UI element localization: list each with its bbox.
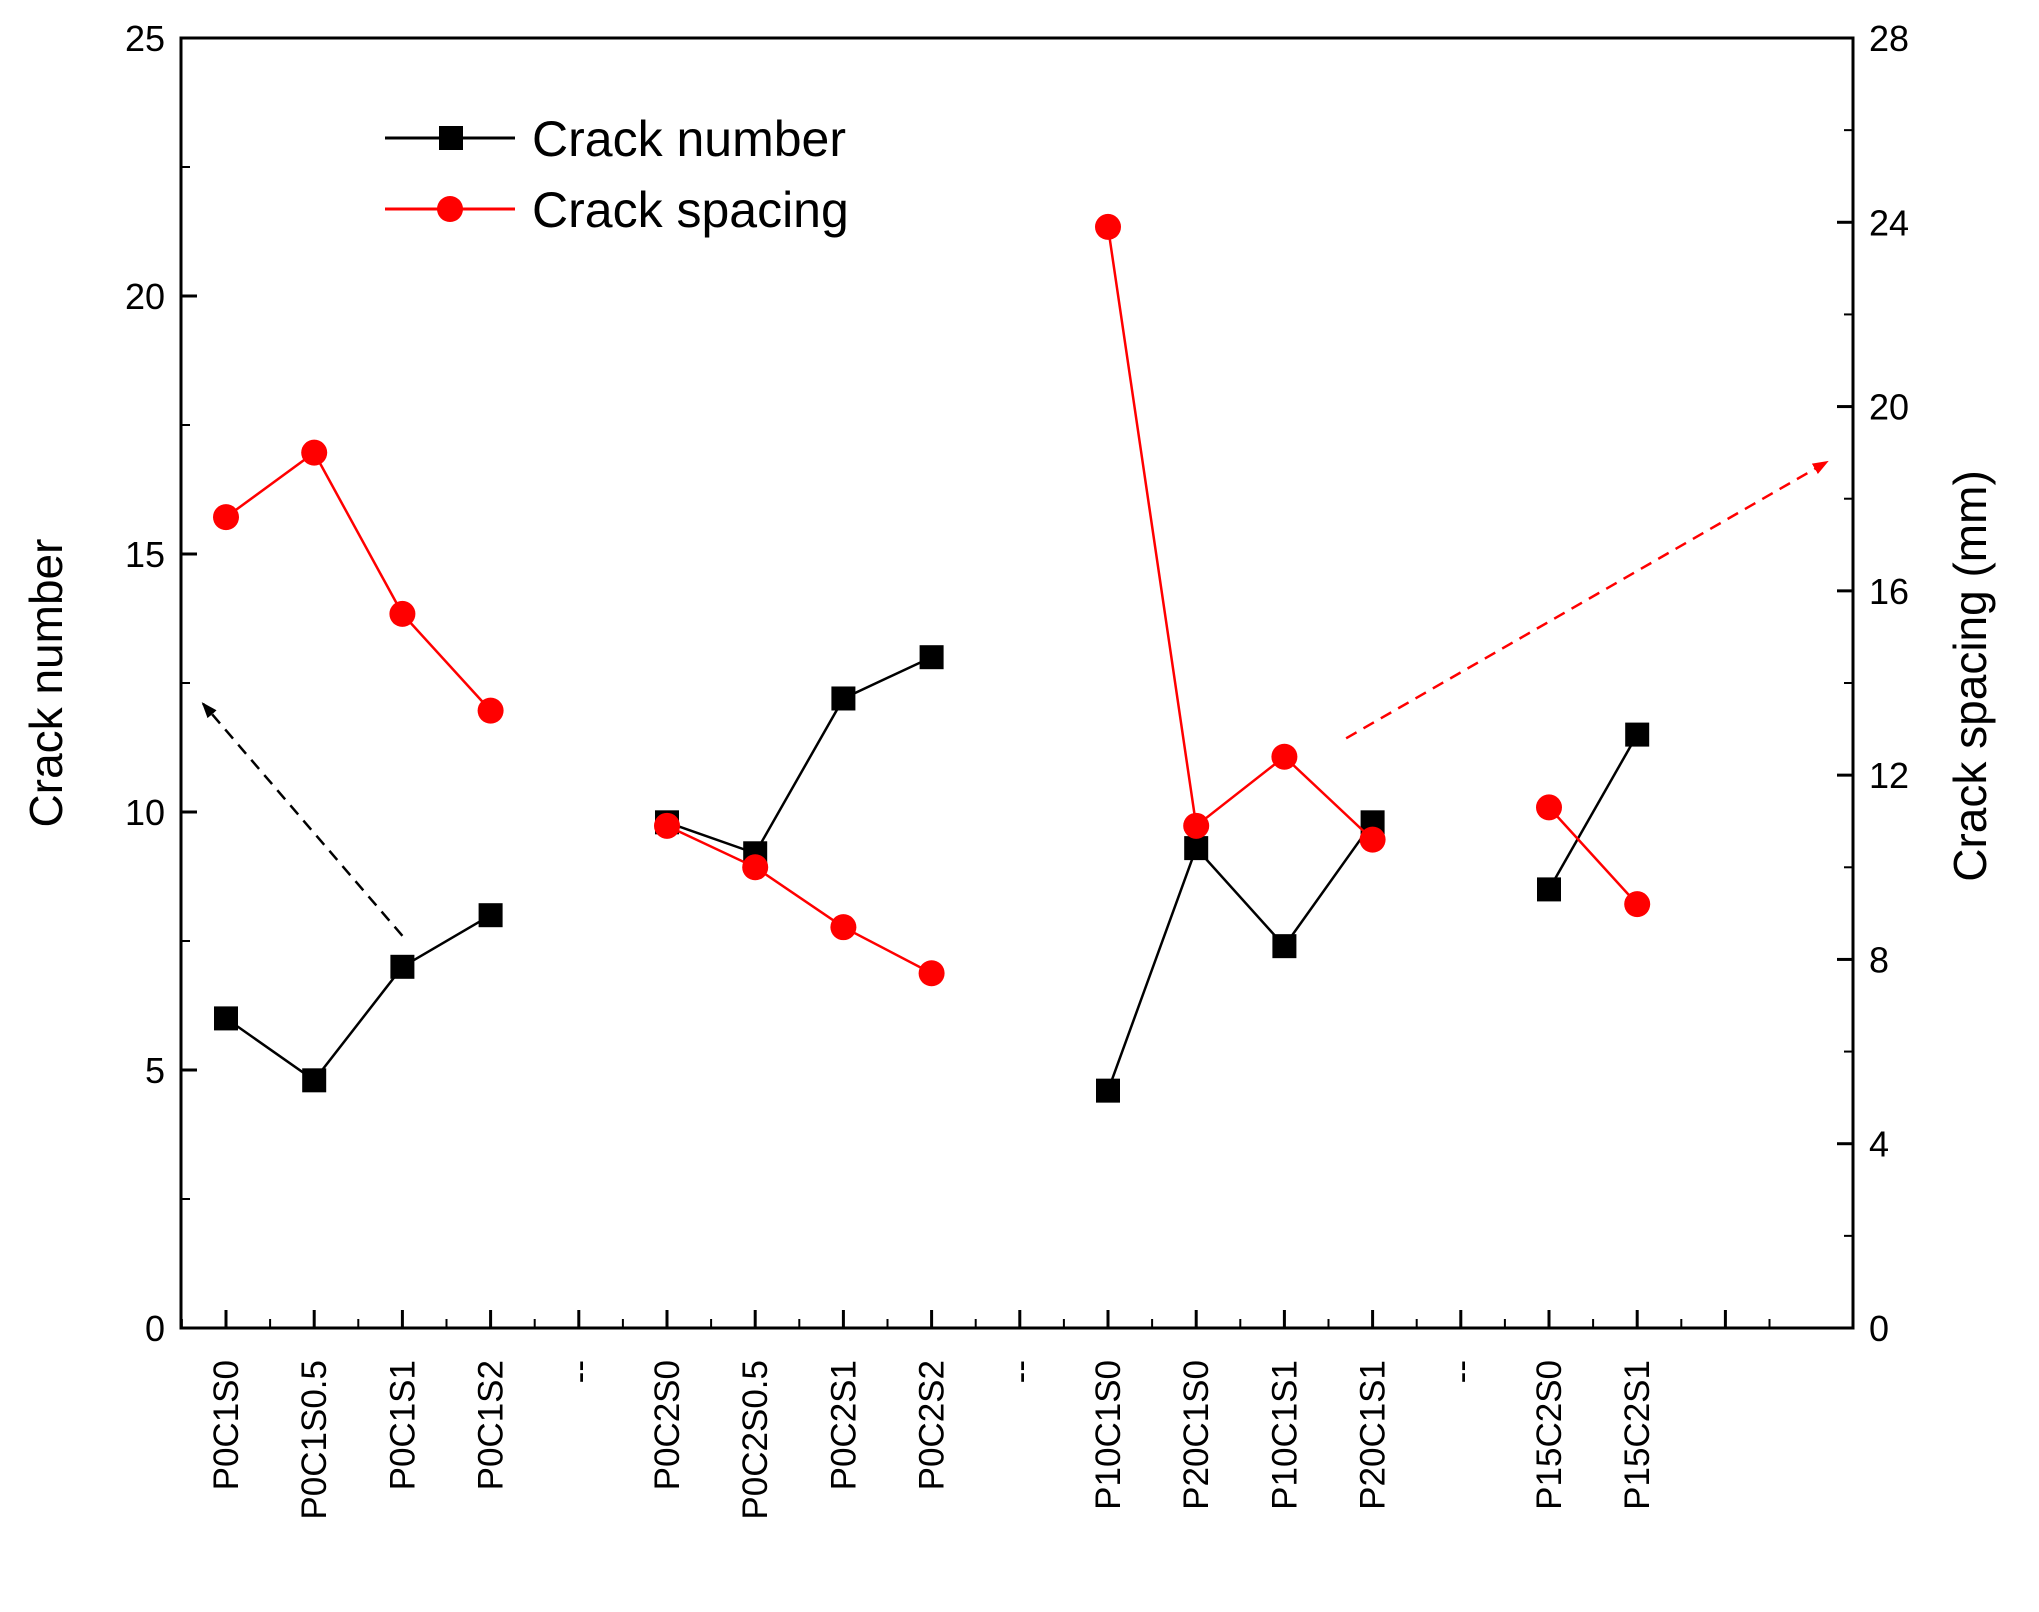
dashed-arrow-to-left-axis [201,702,404,937]
category-label: P0C2S1 [824,1360,863,1490]
series-line [225,450,492,712]
category-label: P0C1S1 [383,1360,422,1490]
x-axis: P0C1S0 P0C1S0.5 P0C1S1 P0C1S2 -- P0C2S0 P0C2S0… [180,1310,1771,1520]
data-point-circle [1536,794,1562,821]
dashed-arrow-to-right-axis [1345,460,1829,740]
right-axis-title: Crack spacing (mm) [1944,470,1996,882]
legend-label-crack-number: Crack number [532,111,846,167]
data-point-circle [1624,891,1651,918]
category-label: P10C1S0 [1089,1360,1128,1510]
data-point-square [1537,877,1561,902]
data-point-circle [389,600,416,627]
data-point-circle [213,504,239,531]
left-tick-label: 25 [125,18,165,59]
right-tick-label: 12 [1869,755,1909,796]
category-label: P10C1S1 [1265,1360,1304,1510]
legend-label-crack-spacing: Crack spacing [532,182,849,238]
left-axis-title: Crack number [20,539,72,828]
series-line [1106,226,1374,841]
data-point-circle [1095,213,1121,240]
category-label: P15C2S1 [1618,1360,1657,1510]
data-point-square [1625,722,1650,747]
data-point-circle [654,812,680,839]
series-crack-spacing [213,213,1651,987]
category-label: P0C1S0 [207,1360,246,1490]
category-label: P20C1S1 [1354,1360,1393,1510]
legend-marker-circle [437,196,463,222]
category-label: P15C2S0 [1530,1360,1569,1510]
data-point-square [214,1006,238,1031]
category-label: P0C2S2 [913,1360,952,1490]
data-point-circle [477,697,504,724]
data-point-circle [830,914,857,941]
data-point-square [390,954,415,979]
category-label: P0C2S0 [648,1360,687,1490]
series-line [666,656,933,855]
right-tick-label: 8 [1869,939,1889,980]
right-axis: 0 4 8 12 16 20 24 28 [1837,18,1909,1349]
category-label: -- [1442,1360,1481,1383]
series-layer [213,213,1651,1103]
right-tick-label: 28 [1869,18,1909,59]
data-point-square [478,903,503,928]
right-tick-label: 0 [1869,1308,1889,1349]
data-point-circle [1183,812,1210,839]
category-label: -- [1001,1360,1040,1383]
category-label: P0C1S0.5 [295,1360,334,1520]
data-point-square [1096,1078,1120,1103]
data-point-circle [742,854,769,881]
right-tick-label: 16 [1869,571,1909,612]
left-tick-label: 0 [145,1308,165,1349]
right-tick-label: 4 [1869,1124,1889,1165]
data-point-square [1184,836,1209,861]
plot-frame [179,36,1855,1330]
data-point-square [919,645,944,670]
series-line [1106,821,1374,1092]
data-point-circle [918,960,945,987]
legend: Crack number Crack spacing [385,111,849,238]
right-tick-label: 20 [1869,387,1909,428]
left-axis: 0 5 10 15 20 25 [125,18,197,1349]
data-point-circle [1359,826,1386,853]
data-point-circle [301,439,328,466]
legend-marker-square [439,126,463,150]
category-label: P0C1S2 [472,1360,511,1490]
series-line [1547,733,1639,891]
left-tick-label: 15 [125,534,165,575]
left-tick-label: 5 [145,1050,165,1091]
series-line [225,914,492,1083]
series-line [666,824,933,975]
data-point-square [831,686,856,711]
category-label: -- [560,1360,599,1383]
data-point-circle [1271,743,1298,770]
data-point-square [302,1068,327,1093]
series-crack-number [214,645,1650,1103]
left-tick-label: 20 [125,276,165,317]
annotation-layer [201,460,1829,937]
category-label: P0C2S0.5 [736,1360,775,1520]
series-line [1548,806,1639,905]
left-tick-label: 10 [125,792,165,833]
data-point-square [1272,934,1297,959]
category-label: P20C1S0 [1177,1360,1216,1510]
right-tick-label: 24 [1869,202,1909,243]
